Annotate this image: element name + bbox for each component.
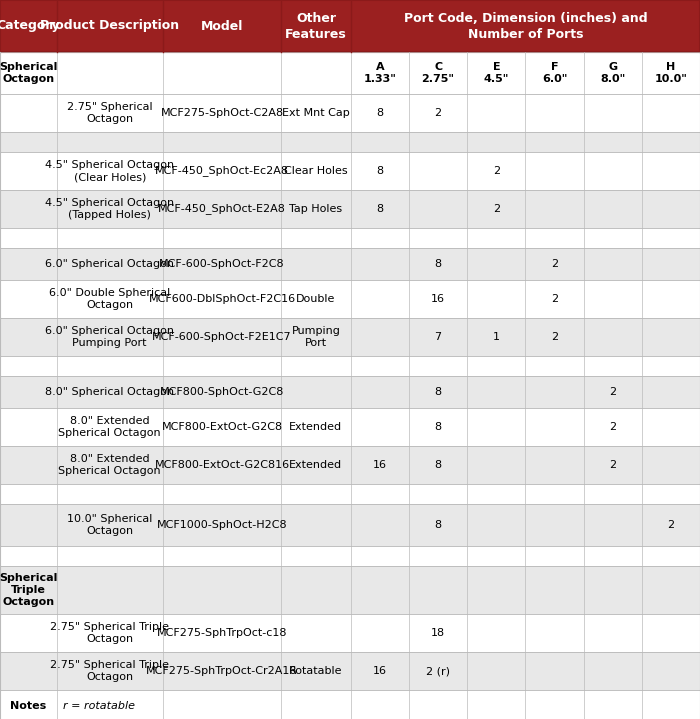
Bar (0, 614, 700, 652)
Text: Spherical
Triple
Octagon: Spherical Triple Octagon (0, 572, 57, 608)
Text: A
1.33": A 1.33" (363, 62, 396, 84)
Text: 8: 8 (435, 387, 442, 397)
Text: 8: 8 (377, 204, 384, 214)
Text: 16: 16 (431, 294, 445, 304)
Text: 2: 2 (609, 387, 616, 397)
Text: 2: 2 (667, 520, 675, 530)
Bar (0, 152, 700, 190)
Bar (0, 248, 700, 280)
Bar (0, 690, 700, 719)
Bar (0, 132, 700, 152)
Text: 2: 2 (609, 422, 616, 432)
Text: 8: 8 (435, 259, 442, 269)
Text: 2: 2 (609, 460, 616, 470)
Text: r = rotatable: r = rotatable (62, 701, 134, 711)
Text: 8.0" Spherical Octagon: 8.0" Spherical Octagon (46, 387, 174, 397)
Text: Spherical
Octagon: Spherical Octagon (0, 62, 57, 84)
Text: Tap Holes: Tap Holes (289, 204, 342, 214)
Bar (0, 94, 700, 132)
Text: Rotatable: Rotatable (289, 666, 343, 676)
Text: 8.0" Extended
Spherical Octagon: 8.0" Extended Spherical Octagon (58, 454, 161, 476)
Text: 8: 8 (435, 520, 442, 530)
Bar (0, 566, 700, 614)
Bar (0, 652, 700, 690)
Bar (0, 52, 700, 94)
Bar (0, 356, 700, 376)
Text: 2.75" Spherical Triple
Octagon: 2.75" Spherical Triple Octagon (50, 660, 169, 682)
Bar (0, 280, 700, 318)
Text: H
10.0": H 10.0" (654, 62, 687, 84)
Text: 2: 2 (551, 332, 558, 342)
Text: 8: 8 (377, 166, 384, 176)
Text: 7: 7 (435, 332, 442, 342)
Text: Notes: Notes (10, 701, 46, 711)
Text: MCF275-SphTrpOct-Cr2A16: MCF275-SphTrpOct-Cr2A16 (146, 666, 298, 676)
Bar (0, 504, 700, 546)
Text: Clear Holes: Clear Holes (284, 166, 348, 176)
Text: 4.5" Spherical Octagon
(Tapped Holes): 4.5" Spherical Octagon (Tapped Holes) (46, 198, 174, 220)
Text: 6.0" Spherical Octagon
Pumping Port: 6.0" Spherical Octagon Pumping Port (46, 326, 174, 348)
Bar (0, 190, 700, 228)
Text: 8: 8 (377, 108, 384, 118)
Text: Double: Double (296, 294, 335, 304)
Text: Category: Category (0, 19, 60, 32)
Text: MCF600-DblSphOct-F2C16: MCF600-DblSphOct-F2C16 (148, 294, 295, 304)
Text: 8: 8 (435, 460, 442, 470)
Text: 2.75" Spherical Triple
Octagon: 2.75" Spherical Triple Octagon (50, 622, 169, 644)
Text: 2: 2 (493, 204, 500, 214)
Text: 2: 2 (493, 166, 500, 176)
Text: MCF275-SphOct-C2A8: MCF275-SphOct-C2A8 (160, 108, 284, 118)
Text: 8.0" Extended
Spherical Octagon: 8.0" Extended Spherical Octagon (58, 416, 161, 438)
Bar (0, 318, 700, 356)
Text: E
4.5": E 4.5" (484, 62, 509, 84)
Text: 6.0" Double Spherical
Octagon: 6.0" Double Spherical Octagon (49, 288, 170, 310)
Text: Model: Model (201, 19, 243, 32)
Text: 2: 2 (551, 294, 558, 304)
Text: Other
Features: Other Features (285, 12, 346, 40)
Text: 2: 2 (435, 108, 442, 118)
Text: 16: 16 (373, 666, 387, 676)
Bar (0, 0, 700, 52)
Text: 4.5" Spherical Octagon
(Clear Holes): 4.5" Spherical Octagon (Clear Holes) (46, 160, 174, 182)
Text: 8: 8 (435, 422, 442, 432)
Text: Port Code, Dimension (inches) and
Number of Ports: Port Code, Dimension (inches) and Number… (404, 12, 648, 40)
Text: 1: 1 (493, 332, 500, 342)
Text: MCF-450_SphOct-Ec2A8: MCF-450_SphOct-Ec2A8 (155, 165, 289, 176)
Text: MCF-450_SphOct-E2A8: MCF-450_SphOct-E2A8 (158, 203, 286, 214)
Text: MCF275-SphTrpOct-c18: MCF275-SphTrpOct-c18 (157, 628, 287, 638)
Bar (0, 546, 700, 566)
Text: C
2.75": C 2.75" (421, 62, 454, 84)
Text: 6.0" Spherical Octagon: 6.0" Spherical Octagon (46, 259, 174, 269)
Text: 2 (r): 2 (r) (426, 666, 450, 676)
Bar (0, 446, 700, 484)
Text: MCF800-SphOct-G2C8: MCF800-SphOct-G2C8 (160, 387, 284, 397)
Text: F
6.0": F 6.0" (542, 62, 567, 84)
Text: Pumping
Port: Pumping Port (291, 326, 340, 348)
Bar (0, 484, 700, 504)
Text: MCF800-ExtOct-G2C8: MCF800-ExtOct-G2C8 (162, 422, 283, 432)
Text: Extended: Extended (289, 422, 342, 432)
Text: 10.0" Spherical
Octagon: 10.0" Spherical Octagon (67, 514, 153, 536)
Text: MCF800-ExtOct-G2C816: MCF800-ExtOct-G2C816 (155, 460, 290, 470)
Text: MCF1000-SphOct-H2C8: MCF1000-SphOct-H2C8 (157, 520, 287, 530)
Text: Product Description: Product Description (40, 19, 179, 32)
Bar (0, 408, 700, 446)
Text: 2: 2 (551, 259, 558, 269)
Text: MCF-600-SphOct-F2E1C7: MCF-600-SphOct-F2E1C7 (152, 332, 292, 342)
Text: Extended: Extended (289, 460, 342, 470)
Text: 2.75" Spherical
Octagon: 2.75" Spherical Octagon (67, 102, 153, 124)
Text: Ext Mnt Cap: Ext Mnt Cap (282, 108, 350, 118)
Bar (0, 376, 700, 408)
Text: 18: 18 (431, 628, 445, 638)
Text: G
8.0": G 8.0" (600, 62, 625, 84)
Text: 16: 16 (373, 460, 387, 470)
Bar (0, 228, 700, 248)
Text: MCF-600-SphOct-F2C8: MCF-600-SphOct-F2C8 (159, 259, 285, 269)
